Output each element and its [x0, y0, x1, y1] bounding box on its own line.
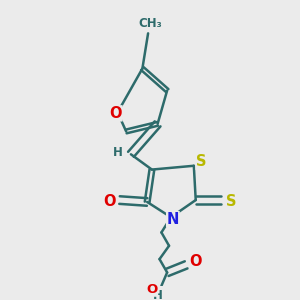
Text: O: O: [110, 106, 122, 121]
Text: O: O: [104, 194, 116, 209]
Text: CH₃: CH₃: [138, 17, 162, 30]
Text: O: O: [190, 254, 202, 268]
Text: S: S: [196, 154, 207, 169]
Text: O: O: [146, 283, 158, 296]
Text: H: H: [153, 289, 163, 300]
Text: S: S: [226, 194, 236, 209]
Text: N: N: [167, 212, 179, 226]
Text: H: H: [113, 146, 122, 159]
